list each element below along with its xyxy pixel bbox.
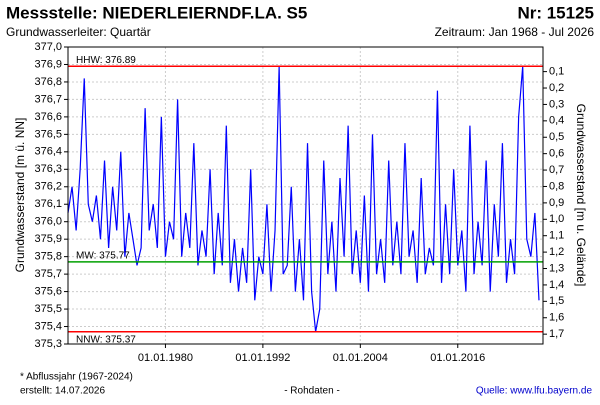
- y2-tick-label: 0,6: [549, 148, 564, 160]
- y2-tick-label: 1,0: [549, 213, 564, 225]
- y-tick-label: 376,9: [34, 58, 62, 70]
- y-tick-label: 376,2: [34, 181, 62, 193]
- subtitle: Grundwasserleiter: Quartär: [6, 25, 151, 39]
- reference-label: HHW: 376.89: [76, 55, 136, 66]
- raw-note: - Rohdaten -: [284, 386, 340, 397]
- x-tick-label: 01.01.1980: [138, 352, 193, 364]
- y2-tick-label: 1,4: [549, 279, 564, 291]
- y-tick-label: 377,0: [34, 41, 62, 53]
- y-tick-label: 375,7: [34, 268, 62, 280]
- y-tick-label: 375,3: [34, 338, 62, 350]
- created: erstellt: 14.07.2026: [20, 386, 105, 397]
- y-axis-title: Grundwasserstand [m ü. NN]: [13, 118, 27, 273]
- y2-tick-label: 1,5: [549, 295, 564, 307]
- y2-tick-label: 1,6: [549, 312, 564, 324]
- y2-tick-label: 0,3: [549, 98, 564, 110]
- x-tick-label: 01.01.2016: [430, 352, 485, 364]
- y2-axis-title: Grundwasserstand [m u. Gelände]: [574, 104, 588, 287]
- y-tick-label: 376,4: [34, 146, 62, 158]
- y2-tick-label: 1,3: [549, 262, 564, 274]
- y2-tick-label: 0,8: [549, 180, 564, 192]
- y2-tick-label: 0,4: [549, 115, 564, 127]
- reference-label: MW: 375.77: [76, 251, 130, 262]
- y-tick-label: 375,9: [34, 233, 62, 245]
- y-tick-label: 375,8: [34, 251, 62, 263]
- y2-tick-label: 0,9: [549, 197, 564, 209]
- y-tick-label: 375,6: [34, 285, 62, 297]
- y-tick-label: 376,5: [34, 128, 62, 140]
- y2-tick-label: 1,1: [549, 230, 564, 242]
- y-tick-label: 375,4: [34, 320, 62, 332]
- x-tick-label: 01.01.2004: [333, 352, 388, 364]
- y-tick-label: 376,0: [34, 216, 62, 228]
- y-tick-label: 376,1: [34, 198, 62, 210]
- source: Quelle: www.lfu.bayern.de: [476, 386, 593, 397]
- station-number: Nr: 15125: [517, 3, 594, 22]
- y2-tick-label: 0,5: [549, 131, 564, 143]
- y2-tick-label: 0,1: [549, 66, 564, 78]
- x-tick-label: 01.01.1992: [235, 352, 290, 364]
- y-tick-label: 376,3: [34, 163, 62, 175]
- footnote: * Abflussjahr (1967-2024): [20, 372, 133, 383]
- plot-area: [68, 47, 543, 344]
- y-tick-label: 376,7: [34, 93, 62, 105]
- y2-tick-label: 1,2: [549, 246, 564, 258]
- y-tick-label: 375,5: [34, 303, 62, 315]
- y2-tick-label: 1,7: [549, 328, 564, 340]
- y2-tick-label: 0,2: [549, 82, 564, 94]
- series-line: [67, 66, 540, 332]
- chart-title: Messstelle: NIEDERLEIERNDF.LA. S5: [6, 3, 307, 22]
- y-tick-label: 376,8: [34, 76, 62, 88]
- reference-label: NNW: 375.37: [76, 334, 136, 345]
- y2-tick-label: 0,7: [549, 164, 564, 176]
- y-tick-label: 376,6: [34, 111, 62, 123]
- period: Zeitraum: Jan 1968 - Jul 2026: [435, 25, 595, 39]
- plot-frame: [67, 46, 544, 345]
